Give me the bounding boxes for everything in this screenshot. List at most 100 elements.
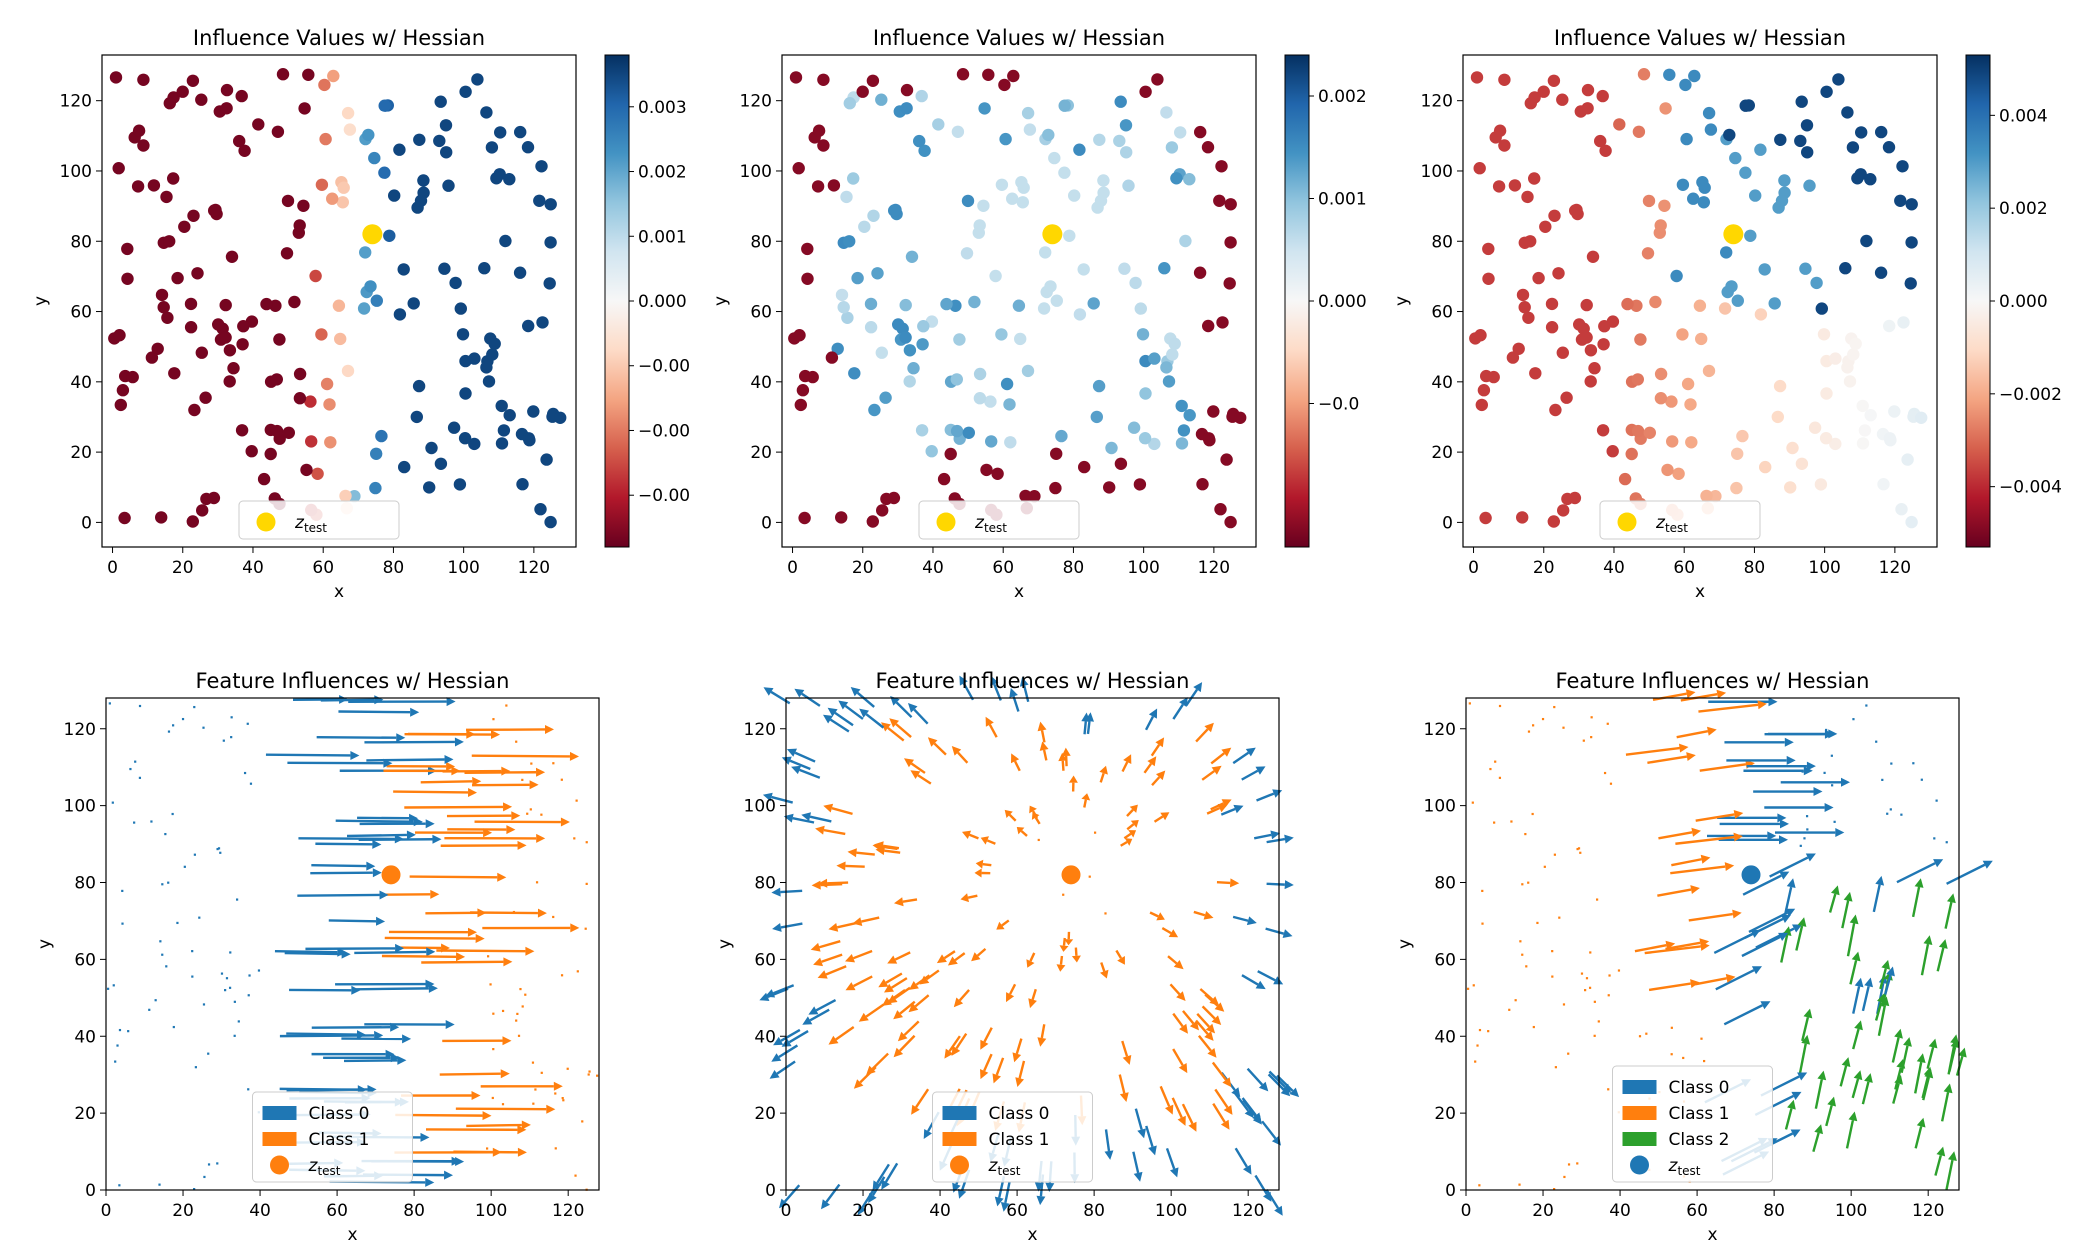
scatter-point xyxy=(1122,179,1135,192)
feature-arrow xyxy=(857,1188,876,1216)
scatter-point xyxy=(413,133,426,146)
scatter-point xyxy=(1665,395,1678,408)
feature-arrow xyxy=(1900,813,1903,816)
scatter-point xyxy=(186,74,200,88)
feature-arrow xyxy=(836,861,865,871)
scatter-point xyxy=(801,242,814,256)
feature-arrow xyxy=(341,1034,412,1044)
legend-label: ztest xyxy=(974,513,1007,535)
feature-arrow xyxy=(515,740,518,743)
scatter-point xyxy=(1220,453,1233,466)
chart-title: Influence Values w/ Hessian xyxy=(193,26,485,50)
scatter-point xyxy=(1044,280,1057,293)
scatter-point xyxy=(1479,511,1492,525)
x-tick-label: 120 xyxy=(1198,558,1230,578)
test-point-marker xyxy=(1723,224,1744,245)
feature-arrow xyxy=(1892,1074,1903,1104)
scatter-point xyxy=(843,235,856,248)
feature-arrow xyxy=(355,983,438,993)
y-tick-label: 40 xyxy=(70,373,92,393)
feature-arrow xyxy=(530,762,533,765)
scatter-point xyxy=(417,174,430,187)
colorbar-tick-label: 0.002 xyxy=(1318,87,1367,107)
feature-arrow xyxy=(975,859,992,869)
legend-box xyxy=(918,500,1080,540)
scatter-point xyxy=(1166,348,1179,361)
x-tick-label: 20 xyxy=(1533,558,1555,578)
scatter-point xyxy=(1643,426,1657,439)
scatter-point xyxy=(1160,106,1173,119)
scatter-point xyxy=(257,472,271,486)
scatter-point xyxy=(925,445,938,458)
scatter-point xyxy=(362,128,375,142)
scatter-point xyxy=(999,132,1012,146)
feature-arrow xyxy=(202,726,205,729)
scatter-point xyxy=(147,179,161,192)
scatter-point xyxy=(468,437,481,451)
feature-arrow xyxy=(810,940,841,952)
feature-arrow xyxy=(1607,994,1610,997)
x-tick-label: 80 xyxy=(383,558,405,578)
scatter-point xyxy=(1516,288,1530,302)
scatter-point xyxy=(309,269,322,283)
feature-arrow xyxy=(1265,1188,1283,1216)
scatter-point xyxy=(1000,377,1014,391)
legend: Class 0 Class 1 Class 2 ztest xyxy=(1612,1065,1773,1183)
scatter-point xyxy=(1778,174,1791,187)
scatter-point xyxy=(260,297,273,311)
feature-arrow xyxy=(1476,1044,1479,1047)
scatter-point xyxy=(495,437,509,450)
x-tick-label: 40 xyxy=(242,558,264,578)
feature-arrow xyxy=(202,1003,206,1006)
y-tick-label: 0 xyxy=(765,1181,776,1201)
feature-arrow xyxy=(118,1184,121,1187)
y-tick-label: 100 xyxy=(744,797,776,817)
x-axis-label: x xyxy=(334,582,344,602)
feature-arrow xyxy=(466,1120,531,1130)
scatter-point xyxy=(1597,338,1610,351)
test-point-marker xyxy=(381,865,401,885)
scatter-point xyxy=(1820,387,1833,400)
scatter-point xyxy=(131,180,145,193)
feature-arrow xyxy=(1774,828,1845,837)
feature-arrow xyxy=(1889,808,1892,811)
colorbar-tick-label: 0.002 xyxy=(638,163,687,183)
feature-arrow xyxy=(216,847,219,851)
scatter-point xyxy=(950,373,963,386)
scatter-point xyxy=(132,124,146,137)
feature-arrow xyxy=(911,1088,930,1115)
feature-arrow xyxy=(1567,1052,1570,1055)
scatter-point xyxy=(137,73,150,87)
x-tick-label: 100 xyxy=(1835,1201,1867,1221)
feature-arrow xyxy=(897,1020,920,1042)
feature-arrow xyxy=(566,1067,569,1070)
scatter-point xyxy=(837,301,850,314)
feature-arrow xyxy=(447,825,516,835)
feature-arrow xyxy=(289,985,361,995)
scatter-point xyxy=(918,144,931,157)
feature-arrow xyxy=(1081,793,1091,808)
scatter-point xyxy=(1759,460,1772,474)
scatter-point xyxy=(1884,434,1897,447)
scatter-point xyxy=(1851,172,1864,185)
legend-label: ztest xyxy=(1668,1156,1701,1178)
scatter-point xyxy=(245,445,258,458)
feature-arrow xyxy=(1700,1037,1703,1040)
scatter-point xyxy=(1795,95,1808,108)
scatter-point xyxy=(1829,352,1842,365)
scatter-point xyxy=(856,85,869,98)
feature-arrow xyxy=(444,833,546,843)
feature-arrow xyxy=(1195,1019,1214,1041)
scatter-point xyxy=(998,78,1011,92)
scatter-point xyxy=(868,403,881,417)
feature-arrow xyxy=(585,841,588,844)
feature-arrow xyxy=(384,934,485,943)
scatter-point xyxy=(1679,78,1692,92)
scatter-point xyxy=(1158,262,1171,275)
feature-arrow xyxy=(161,883,164,886)
scatter-point xyxy=(984,395,997,408)
feature-arrow xyxy=(1764,729,1834,739)
feature-arrow xyxy=(1149,911,1165,921)
y-tick-label: 60 xyxy=(74,950,96,970)
scatter-point xyxy=(478,262,491,275)
